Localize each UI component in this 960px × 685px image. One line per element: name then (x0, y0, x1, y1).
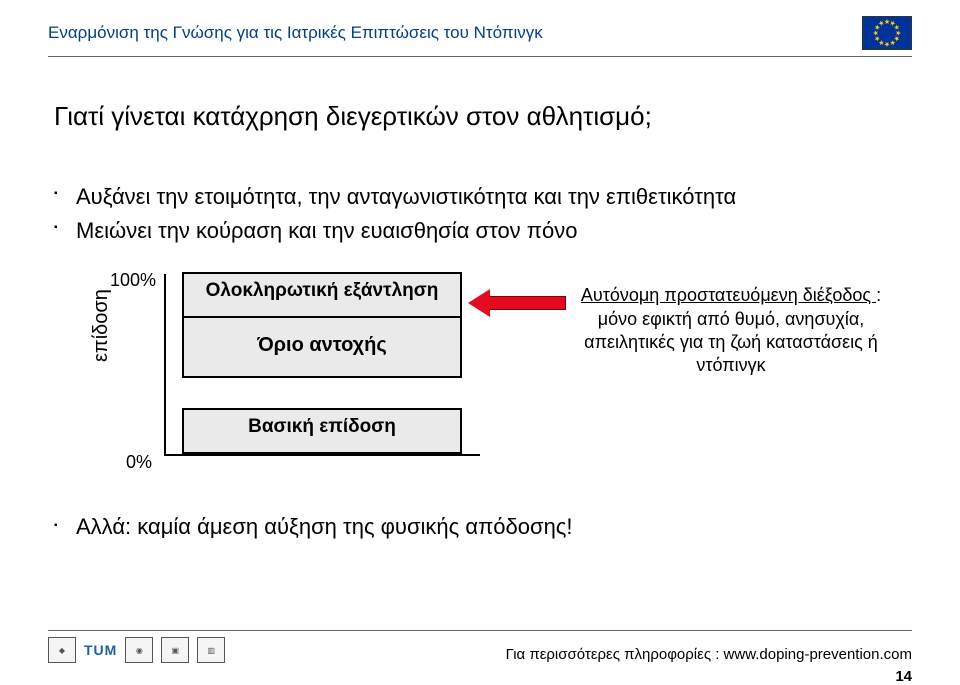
logo-icon: ◉ (125, 637, 153, 663)
page-title: Γιατί γίνεται κατάχρηση διεγερτικών στον… (54, 101, 912, 132)
footer-link: Για περισσότερες πληροφορίες : www.dopin… (506, 646, 912, 663)
bar-exhaustion: Ολοκληρωτική εξάντληση (182, 272, 462, 318)
axis-tick-0: 0% (126, 452, 152, 473)
eu-flag-icon: ★ ★ ★ ★ ★ ★ ★ ★ ★ ★ ★ ★ (862, 16, 912, 50)
header-title: Εναρμόνιση της Γνώσης για τις Ιατρικές Ε… (48, 23, 543, 43)
list-item: Αυξάνει την ετοιμότητα, την ανταγωνιστικ… (54, 180, 912, 214)
x-axis-line (164, 454, 480, 456)
list-item: Μειώνει την κούραση και την ευαισθησία σ… (54, 214, 912, 248)
annotation-underline: Αυτόνομη προστατευόμενη διέξοδος (581, 285, 876, 305)
logo-icon: ▥ (197, 637, 225, 663)
bar-baseline: Βασική επίδοση (182, 408, 462, 454)
axis-tick-100: 100% (110, 270, 156, 291)
bottom-bullet-list: Αλλά: καμία άμεση αύξηση της φυσικής από… (54, 514, 912, 540)
page-number: 14 (895, 668, 912, 685)
logo-icon: ▣ (161, 637, 189, 663)
tum-logo: TUM (84, 642, 117, 658)
bullet-list: Αυξάνει την ετοιμότητα, την ανταγωνιστικ… (54, 180, 912, 248)
arrow-left-icon (468, 292, 566, 314)
list-item: Αλλά: καμία άμεση αύξηση της φυσικής από… (54, 514, 912, 540)
footer-logos: ◆ TUM ◉ ▣ ▥ (48, 637, 225, 663)
performance-diagram: 100% 0% επίδοση Ολοκληρωτική εξάντληση Ό… (54, 268, 912, 508)
footer: ◆ TUM ◉ ▣ ▥ Για περισσότερες πληροφορίες… (48, 630, 912, 663)
footer-divider (48, 630, 912, 631)
y-axis-label: επίδοση (90, 289, 113, 362)
logo-icon: ◆ (48, 637, 76, 663)
annotation-text: Αυτόνομη προστατευόμενη διέξοδος : μόνο … (576, 284, 886, 378)
header: Εναρμόνιση της Γνώσης για τις Ιατρικές Ε… (48, 16, 912, 50)
y-axis-line (164, 274, 166, 454)
bar-threshold: Όριο αντοχής (182, 318, 462, 378)
